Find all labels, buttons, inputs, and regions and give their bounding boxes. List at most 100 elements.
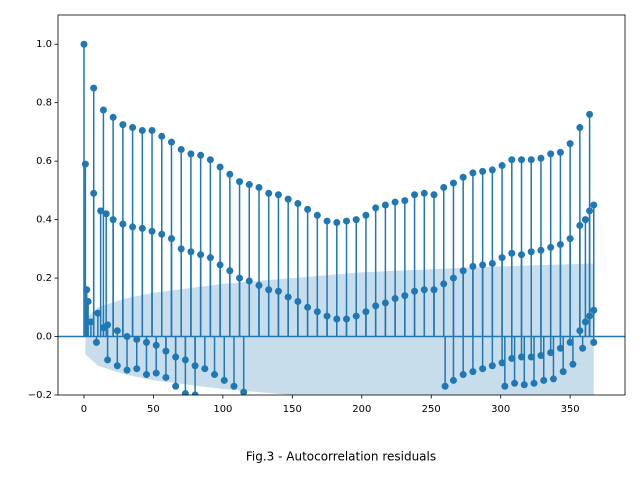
stem-marker — [449, 376, 457, 384]
stem-marker — [508, 354, 516, 362]
y-tick-label: 0.6 — [36, 156, 52, 167]
stem-marker — [158, 230, 166, 238]
stem-marker — [90, 84, 98, 92]
stem-marker — [537, 352, 545, 360]
x-tick-label: 350 — [561, 404, 580, 415]
stem-marker — [230, 382, 238, 390]
stem-marker — [540, 376, 548, 384]
stem-marker — [441, 382, 449, 390]
stem-marker — [576, 327, 584, 335]
stem-marker — [498, 254, 506, 262]
stem-marker — [83, 286, 91, 294]
stem-marker — [352, 216, 360, 224]
stem-marker — [255, 183, 263, 191]
stem-marker — [518, 156, 526, 164]
stem-marker — [99, 324, 107, 332]
stem-marker — [94, 309, 102, 317]
stem-marker — [97, 207, 105, 215]
stem-marker — [362, 211, 370, 219]
x-tick-label: 200 — [352, 404, 371, 415]
stem-marker — [206, 156, 214, 164]
stem-marker — [401, 197, 409, 205]
stem-marker — [90, 189, 98, 197]
stem-marker — [469, 262, 477, 270]
stem-marker — [479, 261, 487, 269]
stem-marker — [501, 382, 509, 390]
stem-marker — [113, 327, 121, 335]
stem-marker — [581, 318, 589, 326]
axes-frame — [57, 14, 626, 396]
stem-marker — [440, 280, 448, 288]
stem-marker — [245, 181, 253, 189]
stem-marker — [488, 362, 496, 370]
stem-marker — [537, 154, 545, 162]
stem-marker — [191, 391, 199, 395]
stem-marker — [284, 195, 292, 203]
stem-marker — [381, 299, 389, 307]
stem-marker — [216, 163, 224, 171]
stem-marker — [92, 338, 100, 346]
stem-marker — [547, 243, 555, 251]
stem-marker — [187, 150, 195, 158]
chart-title: Fig.3 - Autocorrelation residuals — [246, 450, 436, 464]
stem-marker — [556, 240, 564, 248]
stem-marker — [148, 126, 156, 134]
stem-marker — [81, 160, 89, 168]
stem-marker — [245, 277, 253, 285]
stem-marker — [152, 369, 160, 377]
stem-marker — [518, 353, 526, 361]
stem-marker — [527, 353, 535, 361]
stem-marker — [527, 248, 535, 256]
stem-marker — [479, 365, 487, 373]
stem-marker — [294, 297, 302, 305]
stem-marker — [430, 286, 438, 294]
stem-marker — [333, 219, 341, 227]
stem-marker — [119, 220, 127, 228]
stem-marker — [255, 281, 263, 289]
stem-marker — [197, 251, 205, 259]
stem-marker — [220, 376, 228, 384]
stem-marker — [187, 248, 195, 256]
stem-marker — [579, 344, 587, 352]
stem-marker — [411, 191, 419, 199]
stem-marker — [520, 381, 528, 389]
stem-marker — [265, 189, 273, 197]
stem-marker — [430, 191, 438, 199]
stem-marker — [488, 259, 496, 267]
stem-marker — [133, 365, 141, 373]
stem-marker — [201, 365, 209, 373]
stem-marker — [80, 40, 88, 48]
stem-marker — [162, 373, 170, 381]
stem-marker — [138, 224, 146, 232]
stem-marker — [488, 166, 496, 174]
x-tick-label: 300 — [491, 404, 510, 415]
stem-marker — [172, 382, 180, 390]
stem-marker — [181, 390, 189, 395]
stem-marker — [566, 338, 574, 346]
stem-marker — [586, 312, 594, 320]
stem-marker — [148, 227, 156, 235]
stem-marker — [274, 191, 282, 199]
stem-marker — [459, 371, 467, 379]
stem-marker — [459, 173, 467, 181]
stem-marker — [304, 303, 312, 311]
stem-marker — [590, 338, 598, 346]
stem-marker — [343, 217, 351, 225]
stem-marker — [559, 368, 567, 376]
stem-marker — [284, 293, 292, 301]
stem-marker — [556, 148, 564, 156]
stem-marker — [274, 287, 282, 295]
stem-marker — [158, 132, 166, 140]
x-tick-label: 150 — [283, 404, 302, 415]
stem-marker — [167, 235, 175, 243]
stem-marker — [547, 150, 555, 158]
stem-marker — [129, 124, 137, 132]
stem-marker — [323, 312, 331, 320]
stem-marker — [87, 318, 95, 326]
stem-marker — [440, 183, 448, 191]
stem-marker — [566, 235, 574, 243]
stem-marker — [411, 287, 419, 295]
stem-marker — [566, 140, 574, 148]
stem-marker — [581, 216, 589, 224]
stem-marker — [304, 205, 312, 213]
